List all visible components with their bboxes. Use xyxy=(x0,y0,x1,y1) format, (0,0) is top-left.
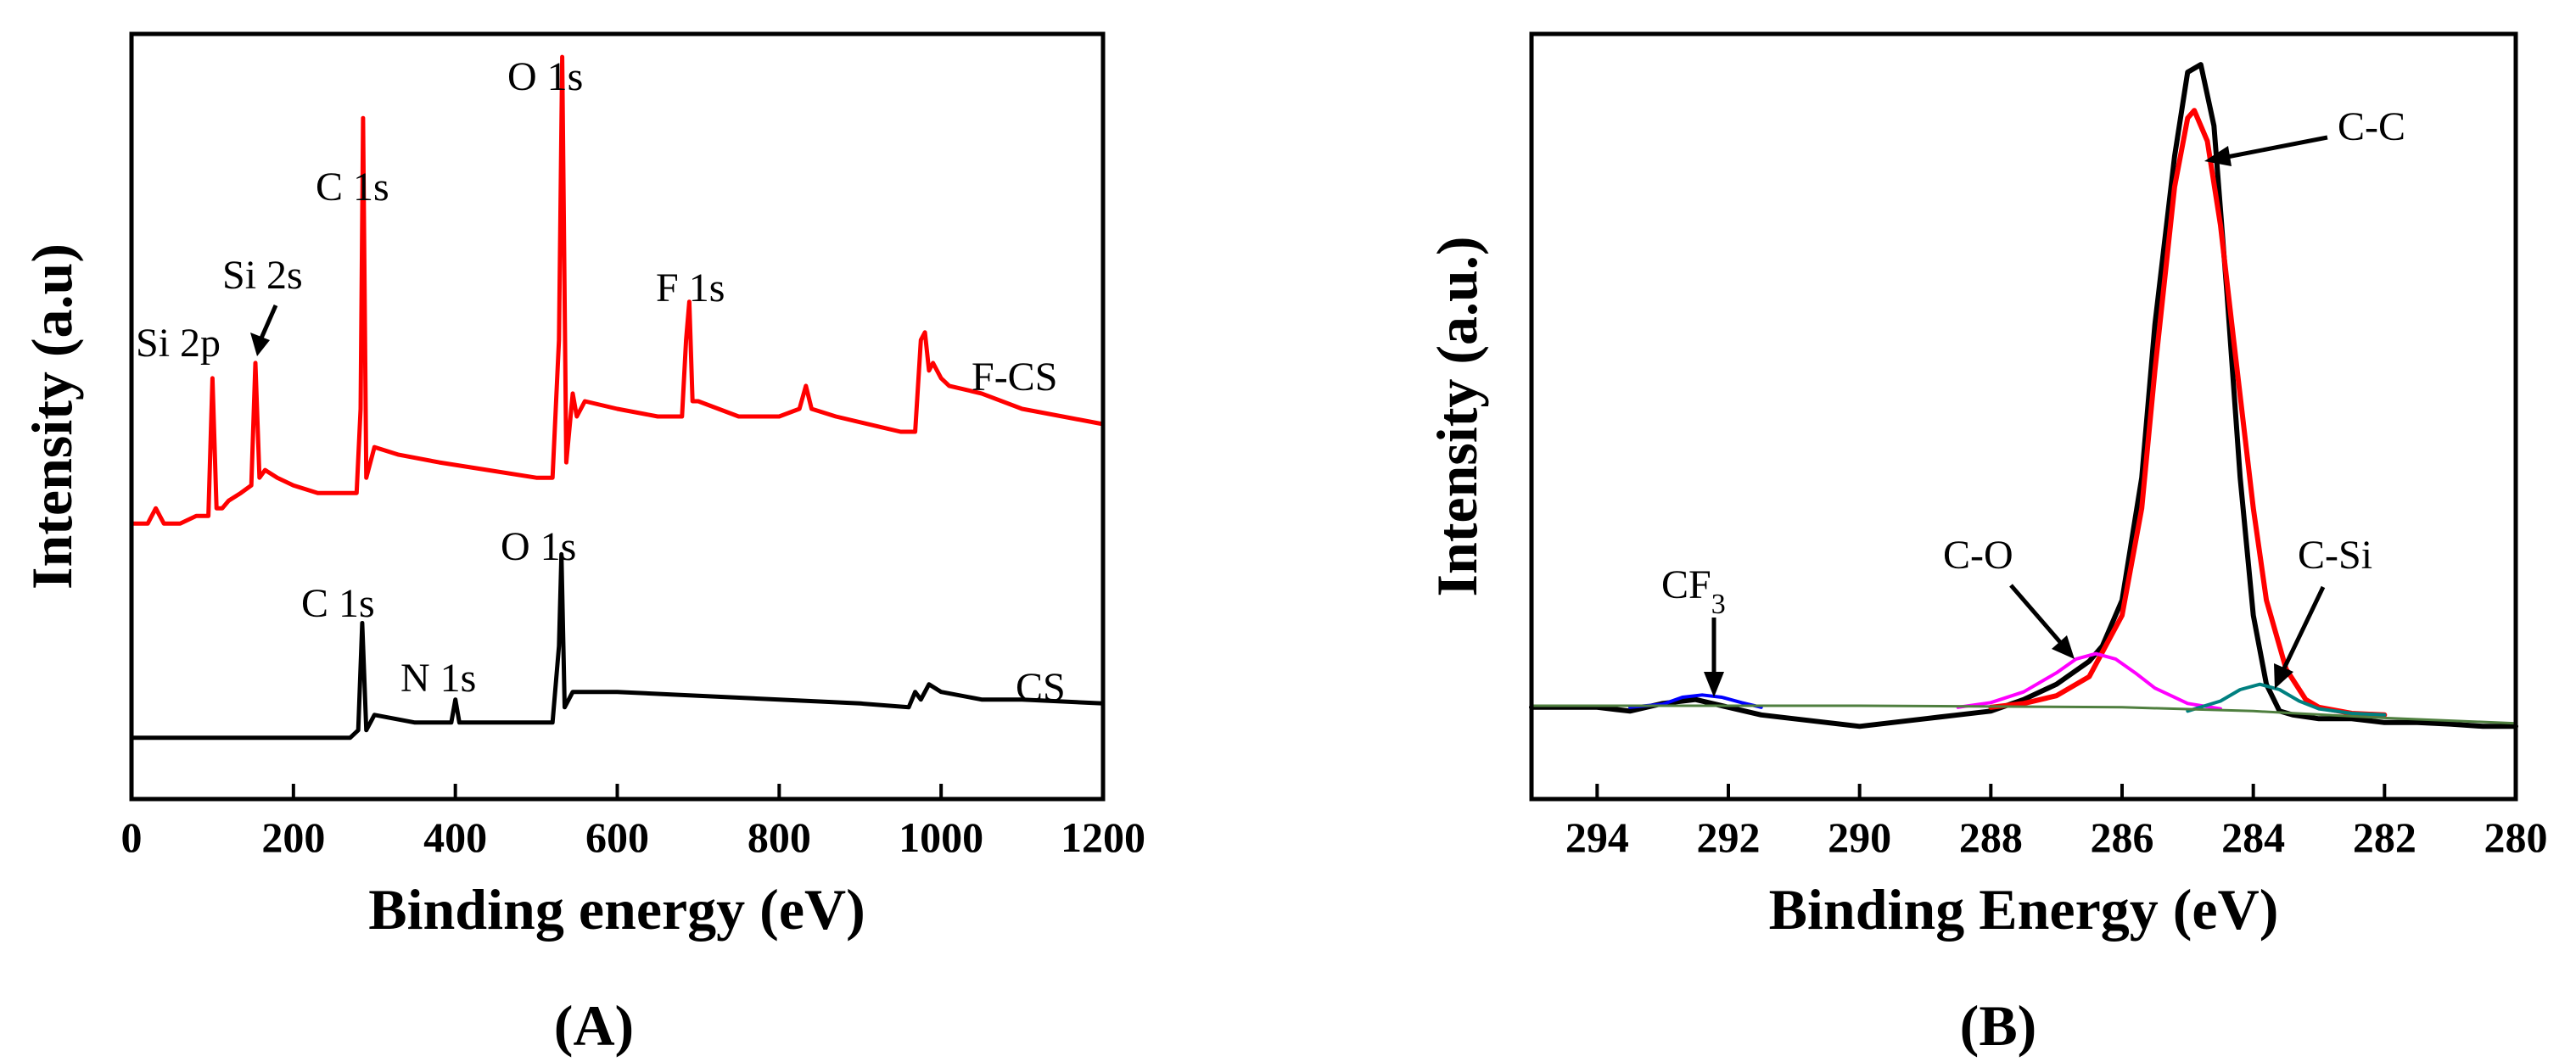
x-tick-label: 282 xyxy=(2353,813,2416,861)
x-tick-label: 400 xyxy=(423,813,487,861)
arrow-c-o-head xyxy=(2052,635,2075,659)
series-cs-line xyxy=(129,551,1106,741)
x-tick-label: 280 xyxy=(2484,813,2548,861)
label-cf3-subscript: 3 xyxy=(1711,589,1726,620)
series-experimental-line xyxy=(1529,62,2518,729)
x-tick-label: 294 xyxy=(1565,813,1629,861)
series-f-cs-line xyxy=(129,54,1106,526)
arrow-c-c-head xyxy=(2204,146,2232,166)
x-tick-label: 0 xyxy=(121,813,143,861)
x-tick-label: 800 xyxy=(748,813,811,861)
series-c-c-fit-line xyxy=(1988,108,2388,718)
x-tick-label: 290 xyxy=(1828,813,1891,861)
arrow-c-si-shaft xyxy=(2281,585,2326,672)
x-tick-label: 284 xyxy=(2221,813,2285,861)
arrow-cf3-head xyxy=(1704,672,1724,697)
label-c-si: C-Si xyxy=(2298,533,2372,578)
panel-a: 0 200 400 600 800 1000 1200 Si 2p Si 2s C 1s O… xyxy=(20,31,1145,1058)
panel-b-x-axis: 294 292 290 288 286 284 282 280 xyxy=(1565,784,2548,861)
x-tick-label: 292 xyxy=(1697,813,1761,861)
series-cf3-fit-line xyxy=(1628,693,1763,709)
x-tick-label: 1200 xyxy=(1061,813,1145,861)
panel-b-y-axis-title: Intensity (a.u.) xyxy=(1425,236,1489,596)
panel-a-label: (A) xyxy=(554,993,634,1058)
x-tick-label: 288 xyxy=(1959,813,2023,861)
x-tick-label: 600 xyxy=(585,813,649,861)
label-c-o: C-O xyxy=(1943,533,2013,578)
label-si-2s: Si 2s xyxy=(222,253,303,298)
panel-a-y-axis-title: Intensity (a.u) xyxy=(20,243,84,590)
series-c-si-fit-line xyxy=(2186,682,2387,717)
label-cf3-main: CF xyxy=(1661,562,1711,607)
series-label-cs: CS xyxy=(1016,665,1066,710)
series-c-o-fit-line xyxy=(1956,651,2222,711)
panel-a-x-axis-title: Binding energy (eV) xyxy=(368,877,865,942)
series-label-fcs: F-CS xyxy=(972,355,1057,400)
arrow-c-si-head xyxy=(2274,663,2293,689)
panel-a-plot-area xyxy=(129,54,1106,741)
panel-b: 294 292 290 288 286 284 282 280 C-C C-O C-Si CF… xyxy=(1425,31,2548,1058)
label-si-2p: Si 2p xyxy=(136,321,221,366)
x-tick-label: 1000 xyxy=(899,813,983,861)
arrow-c-o-shaft xyxy=(2009,584,2062,644)
x-tick-label: 200 xyxy=(261,813,325,861)
panel-b-label: (B) xyxy=(1960,993,2037,1058)
panel-b-x-axis-title: Binding Energy (eV) xyxy=(1769,877,2279,942)
panel-a-frame xyxy=(129,31,1106,802)
label-o1s-fcs: O 1s xyxy=(507,54,583,99)
arrow-c-c-shaft xyxy=(2226,135,2328,159)
label-c1s-fcs: C 1s xyxy=(316,165,389,210)
label-cf3: CF3 xyxy=(1661,562,1726,620)
panel-b-frame xyxy=(1529,31,2518,802)
label-o1s-cs: O 1s xyxy=(501,524,576,569)
label-f1s: F 1s xyxy=(656,266,725,310)
label-c-c: C-C xyxy=(2338,104,2405,149)
x-tick-label: 286 xyxy=(2091,813,2154,861)
label-c1s-cs: C 1s xyxy=(301,581,375,626)
label-n1s: N 1s xyxy=(400,656,476,701)
panel-a-x-axis: 0 200 400 600 800 1000 1200 xyxy=(121,784,1145,861)
panel-b-plot-area xyxy=(1529,62,2518,729)
arrow-si-2s-head xyxy=(250,333,270,356)
series-baseline-line xyxy=(1530,704,2517,725)
